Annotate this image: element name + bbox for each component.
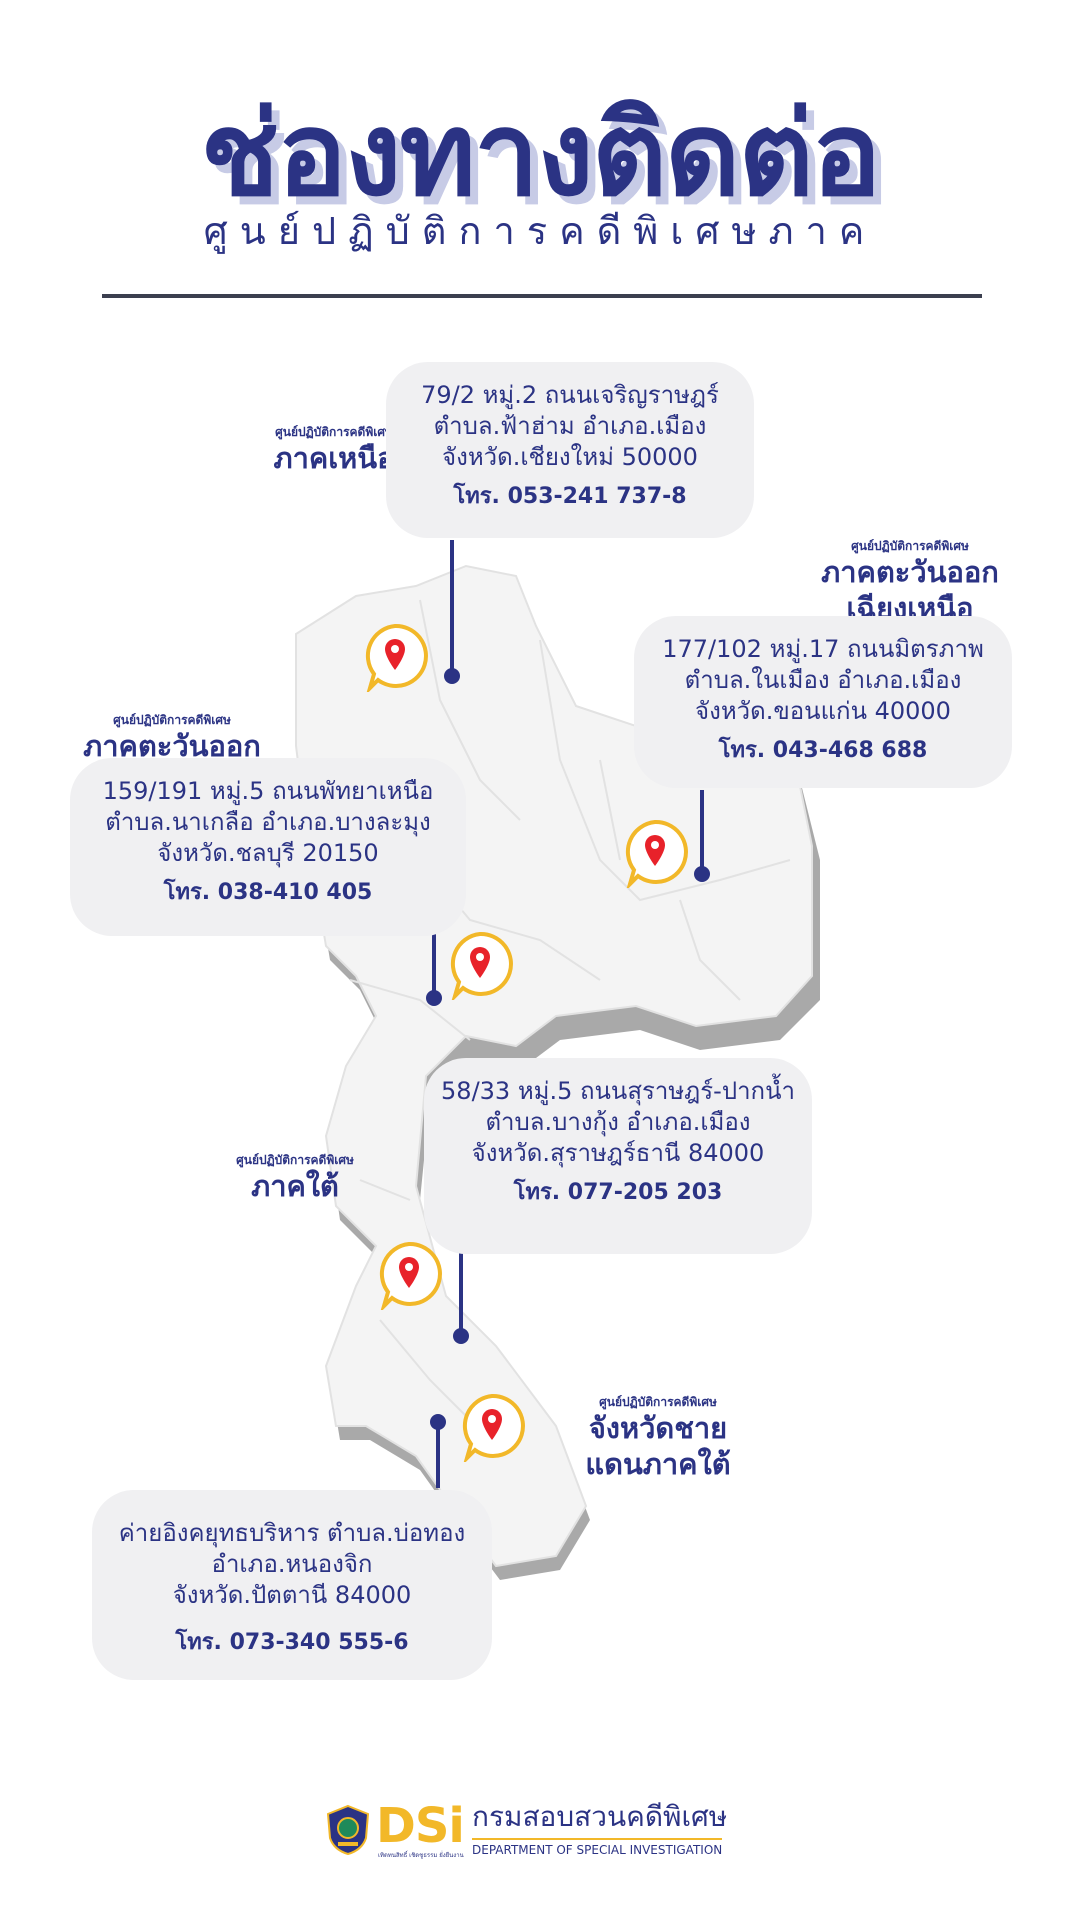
address-line: จังหวัด.ชลบุรี 20150	[157, 839, 379, 867]
org-name-english: DEPARTMENT OF SPECIAL INVESTIGATION	[472, 1838, 723, 1858]
address-line: ตำบล.ในเมือง อำเภอ.เมือง	[684, 666, 962, 694]
region-label-small: ศูนย์ปฏิบัติการคดีพิเศษ	[236, 1153, 354, 1167]
region-label-big: แดนภาคใต้	[585, 1447, 731, 1481]
contact-card-southern-border: ค่ายอิงคยุทธบริหาร ตำบล.บ่อทอง อำเภอ.หนอ…	[92, 1490, 492, 1680]
region-label-big: ภาคใต้	[251, 1169, 339, 1203]
phone-number[interactable]: โทร. 043-468 688	[718, 738, 928, 763]
page-subtitle: ศูนย์ปฏิบัติการคดีพิเศษภาค	[203, 209, 877, 253]
address-line: ตำบล.ฟ้าฮ่าม อำเภอ.เมือง	[433, 412, 707, 440]
region-label-east: ศูนย์ปฏิบัติการคดีพิเศษ ภาคตะวันออก	[62, 712, 282, 764]
region-label-northeast: ศูนย์ปฏิบัติการคดีพิเศษ ภาคตะวันออก เฉีย…	[790, 538, 1030, 626]
dsi-logo-text: DSi	[376, 1798, 465, 1854]
region-label-southern-border: ศูนย์ปฏิบัติการคดีพิเศษ จังหวัดชาย แดนภา…	[558, 1394, 758, 1482]
region-label-small: ศูนย์ปฏิบัติการคดีพิเศษ	[851, 539, 969, 553]
region-label-small: ศูนย์ปฏิบัติการคดีพิเศษ	[113, 713, 231, 727]
dsi-tagline: เทิดทนสิทธิ์ เชิดชูธรรม ยั่งยืนงาน	[378, 1852, 464, 1859]
page-title: ช่องทางติดต่อ	[200, 87, 882, 222]
connector-dot-northeast	[694, 866, 710, 882]
connector-dot-north	[444, 668, 460, 684]
map-pin-northeast-icon	[625, 819, 688, 888]
contact-card-east: 159/191 หมู่.5 ถนนพัทยาเหนือ ตำบล.นาเกลื…	[70, 758, 466, 936]
connector-south	[459, 1250, 463, 1334]
contact-card-north: 79/2 หมู่.2 ถนนเจริญราษฎร์ ตำบล.ฟ้าฮ่าม …	[386, 362, 754, 538]
phone-number[interactable]: โทร. 073-340 555-6	[175, 1630, 409, 1655]
header-divider	[102, 294, 982, 298]
contact-card-south: 58/33 หมู่.5 ถนนสุราษฎร์-ปากน้ำ ตำบล.บาง…	[424, 1058, 812, 1254]
connector-dot-east	[426, 990, 442, 1006]
address-line: 159/191 หมู่.5 ถนนพัทยาเหนือ	[102, 777, 434, 805]
region-label-small: ศูนย์ปฏิบัติการคดีพิเศษ	[599, 1395, 717, 1409]
address-line: ตำบล.นาเกลือ อำเภอ.บางละมุง	[105, 808, 431, 836]
map-pin-north-icon	[365, 623, 428, 692]
address-line: จังหวัด.ขอนแก่น 40000	[695, 697, 951, 725]
region-label-north: ศูนย์ปฏิบัติการคดีพิเศษ ภาคเหนือ	[254, 424, 414, 476]
region-label-big: จังหวัดชาย	[588, 1411, 728, 1445]
region-label-small: ศูนย์ปฏิบัติการคดีพิเศษ	[275, 425, 393, 439]
address-line: จังหวัด.ปัตตานี 84000	[172, 1581, 412, 1609]
address-line: 79/2 หมู่.2 ถนนเจริญราษฎร์	[421, 381, 719, 409]
address-line: จังหวัด.สุราษฎร์ธานี 84000	[471, 1139, 765, 1167]
connector-northeast	[700, 790, 704, 870]
connector-east	[432, 932, 436, 996]
address-line: อำเภอ.หนองจิก	[211, 1550, 373, 1578]
phone-number[interactable]: โทร. 053-241 737-8	[453, 484, 687, 509]
connector-dot-southern-border	[430, 1414, 446, 1430]
map-pin-east-icon	[450, 931, 513, 1000]
region-label-big: ภาคตะวันออก	[821, 555, 999, 589]
org-name-thai: กรมสอบสวนคดีพิเศษ	[472, 1800, 728, 1833]
phone-number[interactable]: โทร. 077-205 203	[513, 1180, 723, 1205]
address-line: จังหวัด.เชียงใหม่ 50000	[442, 443, 698, 471]
map-pin-south-icon	[379, 1241, 442, 1310]
address-line: 58/33 หมู่.5 ถนนสุราษฎร์-ปากน้ำ	[441, 1077, 795, 1105]
phone-number[interactable]: โทร. 038-410 405	[163, 880, 373, 905]
map-pin-southern-border-icon	[462, 1393, 525, 1462]
address-line: ค่ายอิงคยุทธบริหาร ตำบล.บ่อทอง	[118, 1519, 466, 1547]
region-label-big: ภาคเหนือ	[273, 441, 395, 475]
dsi-seal-icon	[326, 1804, 370, 1856]
region-label-south: ศูนย์ปฏิบัติการคดีพิเศษ ภาคใต้	[210, 1152, 380, 1204]
connector-southern-border	[436, 1424, 440, 1488]
address-line: 177/102 หมู่.17 ถนนมิตรภาพ	[662, 635, 984, 663]
address-line: ตำบล.บางกุ้ง อำเภอ.เมือง	[485, 1108, 751, 1136]
connector-dot-south	[453, 1328, 469, 1344]
region-label-big: ภาคตะวันออก	[83, 729, 261, 763]
contact-card-northeast: 177/102 หมู่.17 ถนนมิตรภาพ ตำบล.ในเมือง …	[634, 616, 1012, 788]
connector-north	[450, 540, 454, 674]
